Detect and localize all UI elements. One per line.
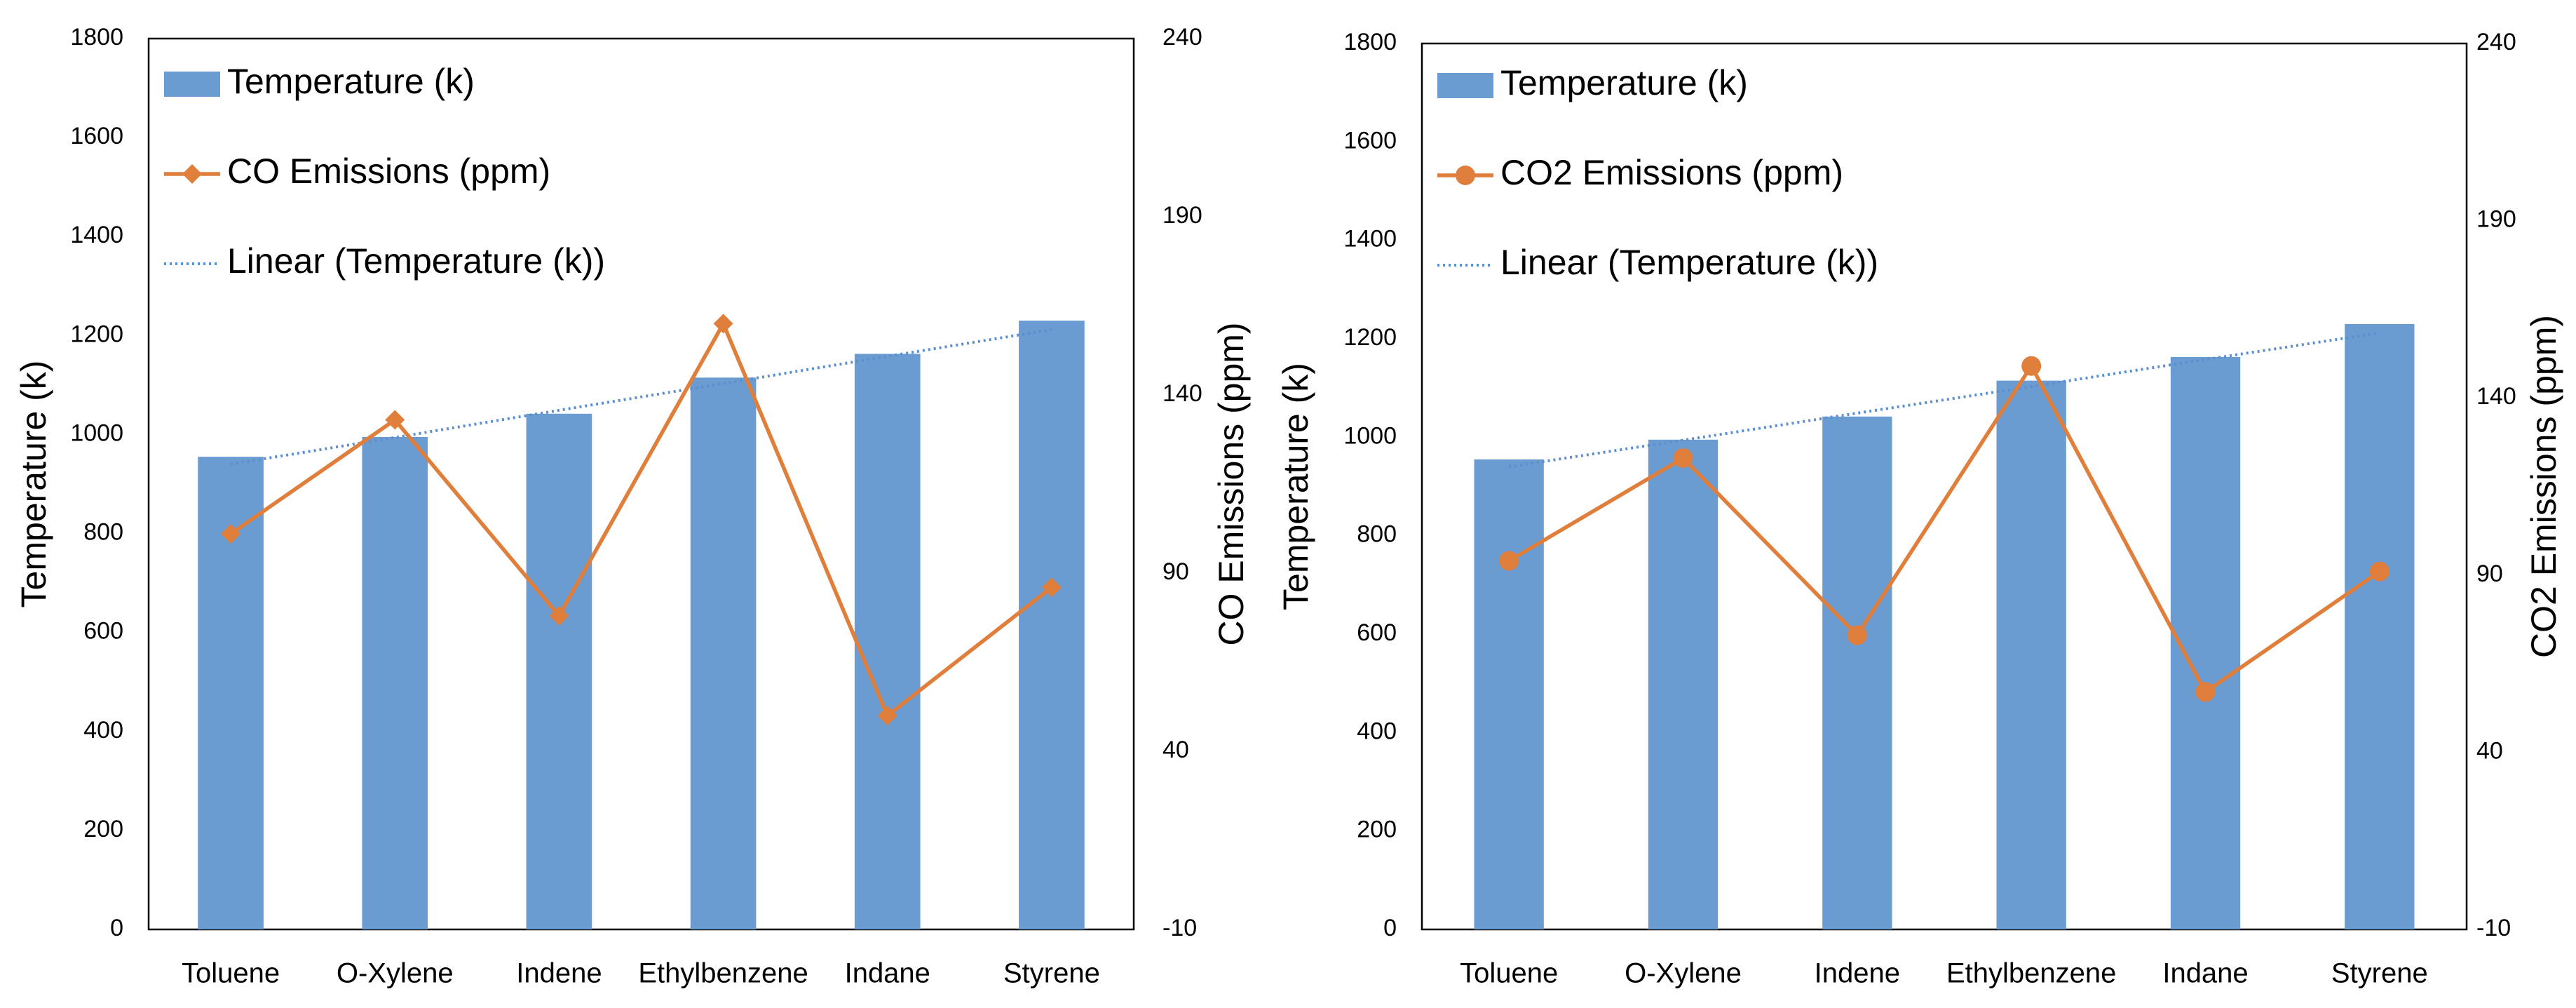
data-point xyxy=(2195,682,2216,702)
bar xyxy=(1019,321,1085,930)
legend-swatch-bar xyxy=(164,72,220,97)
legend-label: CO2 Emissions (ppm) xyxy=(1500,153,1843,192)
y2-tick-label: 190 xyxy=(1162,202,1202,229)
y-tick-label: 1400 xyxy=(1343,226,1397,253)
y-tick-label: 1200 xyxy=(70,321,123,347)
y-tick-label: 1000 xyxy=(70,419,123,446)
y2-tick-label: 40 xyxy=(2476,737,2503,764)
y2-tick-label: 190 xyxy=(2476,206,2516,233)
x-tick-label: O-Xylene xyxy=(337,958,454,989)
y-tick-label: 400 xyxy=(1357,718,1397,744)
x-tick-label: Ethylbenzene xyxy=(638,958,808,989)
data-point xyxy=(1847,625,1867,645)
data-point xyxy=(2369,561,2389,582)
x-tick-label: Ethylbenzene xyxy=(1946,958,2116,989)
data-point xyxy=(877,706,897,726)
legend-label: Temperature (k) xyxy=(1500,63,1748,102)
y-tick-label: 400 xyxy=(83,717,123,744)
y2-tick-label: 40 xyxy=(1162,737,1189,763)
y-tick-label: 200 xyxy=(1357,817,1397,843)
legend-label: CO Emissions (ppm) xyxy=(227,152,550,191)
y-tick-label: 0 xyxy=(1383,915,1397,941)
data-point xyxy=(1499,551,1519,571)
emission-line xyxy=(1507,362,2381,695)
plot-area-border xyxy=(147,37,1135,931)
y-tick-label: 1800 xyxy=(1343,29,1397,55)
data-point xyxy=(1041,577,1062,598)
bar xyxy=(362,436,428,929)
plot-area-border xyxy=(1421,42,2468,931)
bar xyxy=(1648,439,1719,929)
bar xyxy=(2170,356,2241,929)
legend-label: Temperature (k) xyxy=(227,62,475,101)
x-tick-label: Indane xyxy=(845,958,930,989)
y-tick-label: 600 xyxy=(83,618,123,645)
y-tick-label: 800 xyxy=(83,519,123,546)
trendline xyxy=(1508,331,2380,469)
y2-tick-label: 140 xyxy=(2476,383,2516,410)
bar xyxy=(1996,380,2066,929)
legend-label: Linear (Temperature (k)) xyxy=(227,241,605,281)
bar xyxy=(526,413,592,929)
y-tick-label: 800 xyxy=(1357,521,1397,548)
y-tick-label: 1800 xyxy=(70,24,123,51)
y-axis-title: Temperature (k) xyxy=(14,361,53,608)
bar xyxy=(2345,323,2415,929)
y2-axis-title: CO2 Emissions (ppm) xyxy=(2524,315,2563,658)
y-tick-label: 200 xyxy=(83,816,123,842)
y2-tick-label: -10 xyxy=(2476,915,2511,941)
legend-swatch-bar xyxy=(1437,73,1493,98)
legend-marker xyxy=(182,164,202,184)
x-tick-label: Styrene xyxy=(1003,958,1100,989)
trendline xyxy=(230,328,1052,466)
y2-tick-label: 240 xyxy=(1162,24,1202,51)
x-tick-label: Indene xyxy=(1815,958,1900,989)
y2-tick-label: 90 xyxy=(2476,560,2503,587)
bar xyxy=(690,377,757,929)
bar xyxy=(854,354,921,929)
y-tick-label: 600 xyxy=(1357,619,1397,646)
y-tick-label: 1200 xyxy=(1343,324,1397,351)
data-point xyxy=(2021,356,2042,376)
x-tick-label: Indane xyxy=(2162,958,2248,989)
y2-tick-label: -10 xyxy=(1162,915,1197,941)
x-tick-label: Styrene xyxy=(2331,958,2428,989)
y-tick-label: 1600 xyxy=(70,123,123,149)
legend-label: Linear (Temperature (k)) xyxy=(1500,243,1878,282)
bar xyxy=(1474,459,1544,929)
data-point xyxy=(549,605,569,626)
y2-axis-title: CO Emissions (ppm) xyxy=(1212,322,1251,645)
chart-2: 0 200 400 600 800 1000 1200 1400 1600 1800 -10 40 90… xyxy=(1276,29,2563,989)
emission-line xyxy=(229,319,1053,719)
legend-marker xyxy=(1456,166,1475,185)
data-point xyxy=(385,410,405,430)
x-tick-label: O-Xylene xyxy=(1625,958,1742,989)
x-tick-label: Toluene xyxy=(182,958,280,989)
y-tick-label: 0 xyxy=(110,915,123,941)
y2-tick-label: 140 xyxy=(1162,380,1202,407)
data-point xyxy=(1673,448,1693,469)
chart-1: 0 200 400 600 800 1000 1200 1400 1600 1800 -10 40 90… xyxy=(14,24,1251,989)
data-point xyxy=(713,314,733,334)
bar xyxy=(1822,416,1892,929)
y2-tick-label: 240 xyxy=(2476,29,2516,55)
y-tick-label: 1400 xyxy=(70,222,123,248)
x-tick-label: Toluene xyxy=(1460,958,1558,989)
y2-tick-label: 90 xyxy=(1162,558,1189,585)
y-tick-label: 1600 xyxy=(1343,127,1397,154)
y-tick-label: 1000 xyxy=(1343,422,1397,449)
x-tick-label: Indene xyxy=(516,958,602,989)
y-axis-title: Temperature (k) xyxy=(1276,363,1315,610)
data-point xyxy=(221,524,241,544)
